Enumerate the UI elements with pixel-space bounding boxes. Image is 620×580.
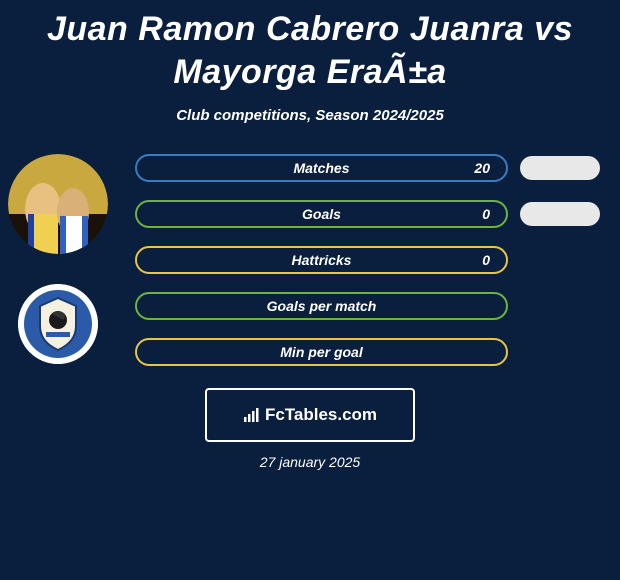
stat-dot-right [520,156,600,180]
date-text: 27 january 2025 [0,454,620,470]
stat-value: 0 [482,252,490,268]
avatar-image [8,154,108,254]
stat-value: 0 [482,206,490,222]
stat-label: Goals per match [267,298,377,314]
stat-pill-matches: Matches 20 [135,154,508,182]
stat-row-mpg: Min per goal [135,338,600,366]
player-avatar [8,154,108,254]
brand-box: FcTables.com [205,388,415,442]
brand-text: FcTables.com [265,405,377,425]
stat-label: Hattricks [292,252,352,268]
bars-icon [243,408,261,422]
stat-row-goals: Goals 0 [135,200,600,228]
subtitle: Club competitions, Season 2024/2025 [0,107,620,124]
stat-row-gpm: Goals per match [135,292,600,320]
comparison-title: Juan Ramon Cabrero Juanra vs Mayorga Era… [0,0,620,93]
stat-value: 20 [474,160,490,176]
stat-row-matches: Matches 20 [135,154,600,182]
stat-row-hattricks: Hattricks 0 [135,246,600,274]
stat-pill-hattricks: Hattricks 0 [135,246,508,274]
stat-pill-gpm: Goals per match [135,292,508,320]
content-area: Matches 20 Goals 0 Hattricks 0 Goals per… [0,154,620,366]
stat-label: Goals [302,206,341,222]
stat-dot-right [520,202,600,226]
stat-label: Min per goal [280,344,362,360]
stat-label: Matches [293,160,349,176]
club-crest-icon [18,284,98,364]
stats-column: Matches 20 Goals 0 Hattricks 0 Goals per… [135,154,600,366]
club-logo [18,284,98,364]
stat-pill-mpg: Min per goal [135,338,508,366]
stat-pill-goals: Goals 0 [135,200,508,228]
